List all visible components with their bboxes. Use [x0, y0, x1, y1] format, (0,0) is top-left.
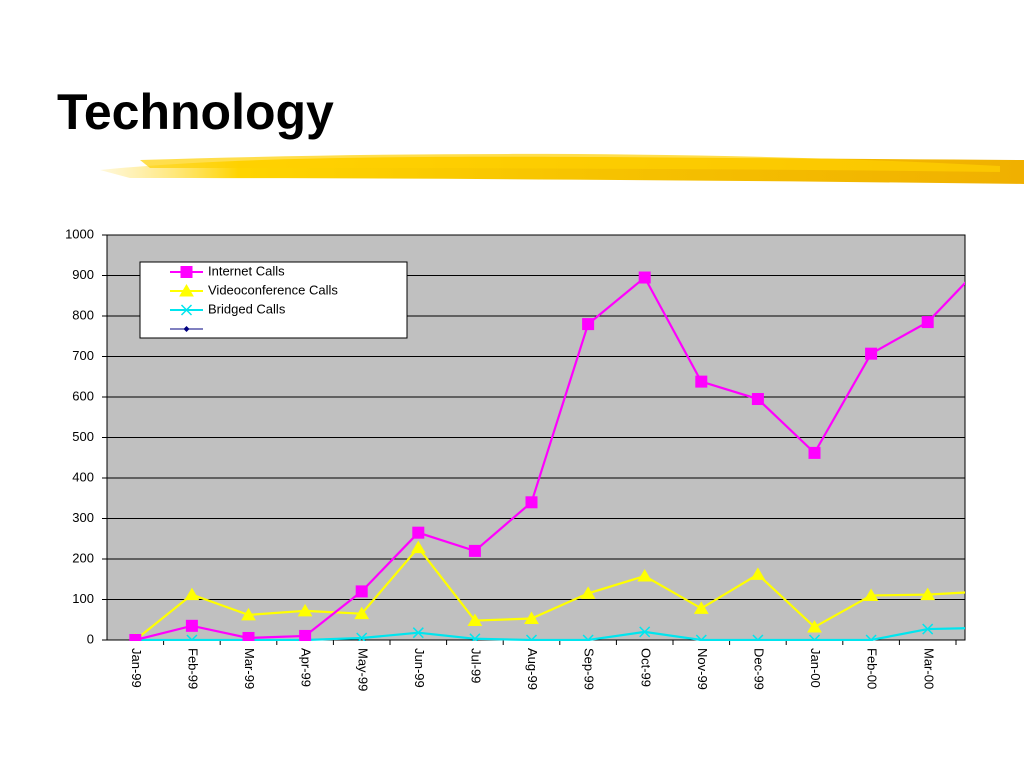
brush-stroke — [100, 153, 1024, 184]
marker — [863, 588, 879, 601]
x-tick-label: Mar-00 — [921, 648, 936, 689]
marker — [242, 631, 255, 641]
marker — [582, 634, 594, 641]
marker — [525, 634, 538, 641]
marker — [979, 257, 990, 268]
y-tick-label: 100 — [72, 591, 94, 606]
x-tick-label: Mar-99 — [242, 648, 257, 689]
series-line — [134, 545, 965, 641]
marker — [865, 347, 878, 360]
slide-title: Technology — [57, 84, 334, 140]
legend: Internet Calls Videoconference Calls Bridg… — [139, 261, 408, 339]
marker — [695, 375, 708, 388]
legend-label: Internet Calls — [208, 263, 285, 278]
marker — [922, 623, 934, 635]
legend-marker — [179, 284, 194, 297]
y-tick-label: 900 — [72, 267, 94, 282]
marker — [468, 544, 481, 557]
y-tick-label: 300 — [72, 510, 94, 525]
y-tick-label: 400 — [72, 469, 94, 484]
x-tick-label: Jun-99 — [412, 648, 427, 688]
marker — [129, 634, 142, 641]
y-tick-label: 700 — [72, 348, 94, 363]
x-tick-label: May-99 — [355, 648, 370, 691]
x-tick-label: Nov-99 — [695, 648, 710, 690]
x-tick-label: Feb-00 — [865, 648, 880, 689]
marker — [752, 634, 764, 641]
marker — [355, 585, 368, 598]
legend-marker — [180, 304, 193, 316]
y-tick-label: 200 — [72, 550, 94, 565]
marker — [978, 585, 991, 596]
marker — [412, 627, 424, 639]
marker — [524, 611, 539, 625]
marker — [638, 271, 651, 284]
y-tick-label: 1000 — [65, 226, 94, 241]
marker — [637, 569, 653, 582]
marker — [693, 601, 709, 614]
marker — [186, 634, 198, 641]
marker — [410, 540, 426, 554]
series-line — [135, 627, 965, 641]
legend-label: Bridged Calls — [208, 301, 286, 316]
marker — [184, 587, 200, 601]
legend-marker — [180, 266, 193, 278]
marker — [807, 620, 822, 633]
marker — [185, 619, 198, 632]
x-tick-label: Jan-00 — [808, 648, 823, 688]
x-tick-label: Apr-99 — [299, 648, 314, 687]
marker — [979, 623, 989, 633]
marker — [921, 316, 934, 329]
marker — [750, 567, 766, 580]
y-tick-label: 600 — [72, 388, 94, 403]
legend-label: Videoconference Calls — [208, 282, 338, 297]
x-tick-label: Jan-99 — [129, 648, 144, 688]
marker — [299, 629, 312, 641]
marker — [354, 606, 370, 620]
marker — [808, 634, 821, 641]
series-line — [135, 275, 965, 641]
marker — [920, 587, 936, 601]
y-tick-label: 500 — [72, 429, 94, 444]
marker — [751, 393, 764, 406]
marker — [580, 586, 596, 599]
x-tick-label: Dec-99 — [751, 648, 766, 690]
x-tick-label: Aug-99 — [525, 648, 540, 690]
legend-marker — [183, 326, 190, 332]
marker — [412, 526, 425, 539]
x-tick-label: Oct-99 — [638, 648, 653, 687]
x-tick-label: Jul-99 — [468, 648, 483, 683]
x-tick-label: Sep-99 — [582, 648, 597, 690]
marker — [356, 632, 368, 641]
marker — [297, 603, 313, 617]
y-tick-label: 800 — [72, 307, 94, 322]
marker — [808, 446, 821, 459]
marker — [469, 633, 481, 641]
marker — [525, 496, 538, 509]
marker — [695, 634, 707, 641]
marker — [582, 318, 595, 331]
marker — [241, 607, 256, 621]
x-tick-label: Feb-99 — [185, 648, 200, 689]
marker — [865, 634, 877, 641]
marker — [467, 613, 483, 627]
marker — [639, 626, 651, 638]
y-tick-label: 0 — [87, 631, 94, 646]
